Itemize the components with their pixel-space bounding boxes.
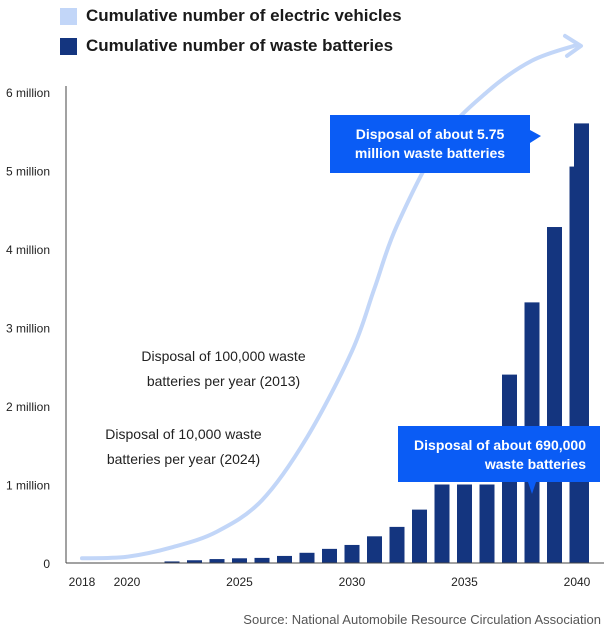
bar-waste-batteries (547, 227, 562, 563)
callout-line: Disposal of about 690,000 (414, 437, 586, 453)
callout-line: million waste batteries (354, 145, 506, 161)
note-line: batteries per year (2024) (106, 451, 261, 467)
bar-waste-batteries (389, 526, 405, 563)
bar-waste-batteries (367, 536, 382, 563)
x-tick-label: 2035 (451, 575, 478, 589)
bar-waste-batteries (277, 555, 292, 563)
note-line: Disposal of 10,000 waste (105, 426, 262, 442)
note-2024: Disposal of 10,000 waste batteries per y… (86, 422, 281, 472)
bar-waste-batteries (457, 484, 472, 563)
bar-waste-batteries (322, 548, 337, 563)
callout-line: Disposal of about 5.75 (355, 126, 505, 142)
x-tick-label: 2025 (226, 575, 253, 589)
legend-swatch-electric-vehicles (60, 7, 77, 25)
bar-waste-batteries (434, 484, 450, 563)
callout-pointer (530, 130, 541, 143)
y-tick-label: 0 (43, 557, 50, 571)
callout-690000: Disposal of about 690,000 waste batterie… (398, 426, 600, 482)
legend: Cumulative number of electric vehicles C… (60, 2, 402, 62)
note-2013: Disposal of 100,000 waste batteries per … (126, 344, 321, 394)
ev-curve-line (80, 42, 579, 561)
bar-waste-batteries (254, 557, 270, 563)
bar-waste-batteries (187, 560, 202, 563)
bar-waste-batteries (574, 123, 589, 564)
bar-waste-batteries (299, 552, 315, 563)
bar-waste-batteries (479, 484, 495, 563)
x-tick-label: 2018 (69, 575, 96, 589)
legend-item-waste-batteries: Cumulative number of waste batteries (60, 32, 402, 60)
y-tick-label: 6 million (6, 86, 50, 100)
callout-5-75-million: Disposal of about 5.75 million waste bat… (330, 115, 530, 173)
legend-label: Cumulative number of waste batteries (86, 36, 394, 55)
source-note: Source: National Automobile Resource Cir… (243, 612, 601, 627)
legend-swatch-waste-batteries (60, 37, 77, 55)
x-tick-label: 2020 (114, 575, 141, 589)
y-tick-label: 1 million (6, 479, 50, 493)
y-tick-label: 3 million (6, 322, 50, 336)
ev-curve-arrowhead (563, 33, 583, 58)
x-tick-label: 2040 (564, 575, 591, 589)
y-tick-label: 2 million (6, 400, 50, 414)
bar-waste-batteries (164, 561, 180, 563)
legend-item-electric-vehicles: Cumulative number of electric vehicles (60, 2, 402, 30)
callout-pointer (528, 482, 536, 494)
y-tick-label: 4 million (6, 243, 50, 257)
y-tick-label: 5 million (6, 165, 50, 179)
callout-line: waste batteries (484, 456, 586, 472)
bar-waste-batteries (412, 509, 427, 563)
bar-waste-batteries (344, 544, 360, 563)
legend-label: Cumulative number of electric vehicles (86, 6, 402, 25)
note-line: batteries per year (2013) (146, 373, 301, 389)
x-tick-label: 2030 (339, 575, 366, 589)
bar-waste-batteries (209, 559, 225, 563)
bar-waste-batteries (232, 558, 247, 563)
note-line: Disposal of 100,000 waste (141, 348, 306, 364)
